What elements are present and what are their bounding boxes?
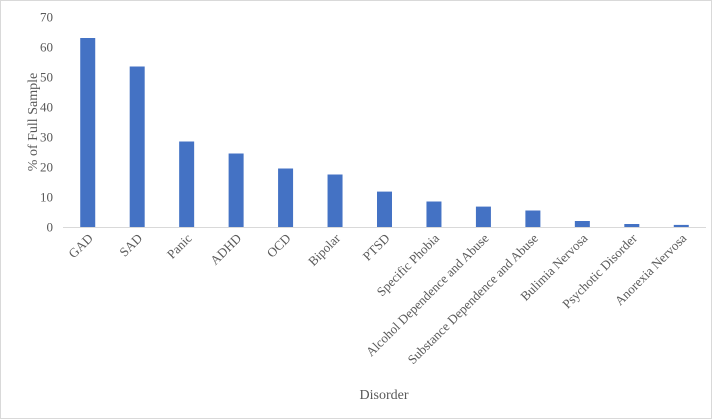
bar bbox=[228, 153, 244, 227]
y-tick-label: 0 bbox=[47, 220, 54, 235]
y-axis-ticks: 0 10 20 30 40 50 60 70 bbox=[40, 10, 53, 235]
y-tick-label: 50 bbox=[40, 70, 53, 85]
bar bbox=[673, 224, 689, 227]
y-tick-label: 40 bbox=[40, 100, 53, 115]
x-tick-label: PTSD bbox=[360, 231, 393, 264]
bar bbox=[327, 174, 343, 227]
x-tick-label: Panic bbox=[164, 230, 195, 261]
bar bbox=[129, 66, 145, 227]
bar bbox=[278, 168, 294, 227]
x-tick-label: GAD bbox=[65, 231, 96, 262]
bar bbox=[179, 141, 195, 227]
bar bbox=[377, 191, 392, 227]
x-tick-label: Bipolar bbox=[305, 230, 344, 269]
x-tick-label: OCD bbox=[264, 231, 294, 261]
y-tick-label: 60 bbox=[40, 40, 53, 55]
y-tick-label: 10 bbox=[40, 190, 53, 205]
bar bbox=[475, 206, 491, 227]
bar bbox=[624, 224, 640, 227]
bar bbox=[525, 210, 541, 227]
bar bbox=[80, 38, 96, 227]
x-axis-title: Disorder bbox=[360, 388, 409, 403]
y-tick-label: 70 bbox=[40, 10, 53, 25]
bars bbox=[80, 38, 689, 227]
bar bbox=[426, 201, 442, 227]
x-tick-label: SAD bbox=[116, 231, 145, 260]
bar bbox=[574, 221, 590, 227]
x-tick-label: ADHD bbox=[207, 231, 244, 268]
y-axis-title: % of Full Sample bbox=[26, 73, 41, 171]
y-tick-label: 20 bbox=[40, 160, 53, 175]
y-tick-label: 30 bbox=[40, 130, 53, 145]
